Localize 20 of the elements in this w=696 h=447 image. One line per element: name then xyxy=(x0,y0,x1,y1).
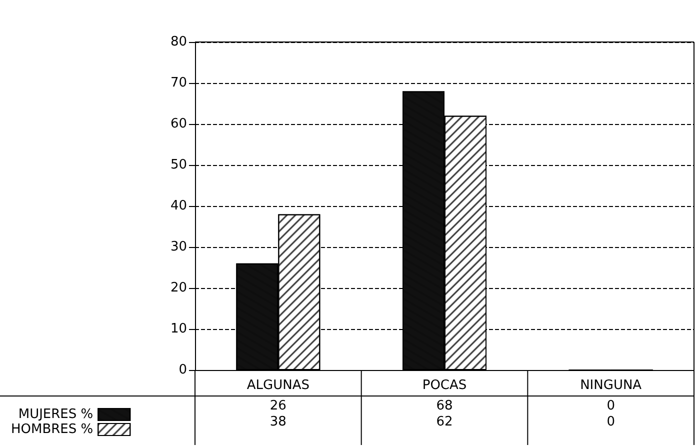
data-label: 38 xyxy=(270,414,286,430)
y-tick-label: 20 xyxy=(170,280,187,296)
data-label: 26 xyxy=(270,398,286,414)
y-tick-label: 70 xyxy=(170,76,187,90)
x-tick-label: NINGUNA xyxy=(580,378,642,393)
legend-label: MUJERES % xyxy=(18,407,94,422)
y-tick-label: 10 xyxy=(170,322,187,336)
y-tick-label: 50 xyxy=(170,158,187,172)
y-tick-label: 30 xyxy=(170,240,187,254)
x-tick-label: POCAS xyxy=(422,378,467,393)
y-tick-label: 60 xyxy=(170,116,187,132)
y-tick-label: 40 xyxy=(170,198,187,214)
legend-label: HOMBRES % xyxy=(10,422,94,437)
data-label: 0 xyxy=(606,398,615,414)
data-label: 62 xyxy=(436,414,453,430)
y-tick-label: 0 xyxy=(178,362,187,378)
data-label: 68 xyxy=(436,398,453,414)
y-tick-label: 80 xyxy=(170,34,187,50)
x-tick-label: ALGUNAS xyxy=(246,378,310,393)
data-label: 0 xyxy=(606,414,615,430)
